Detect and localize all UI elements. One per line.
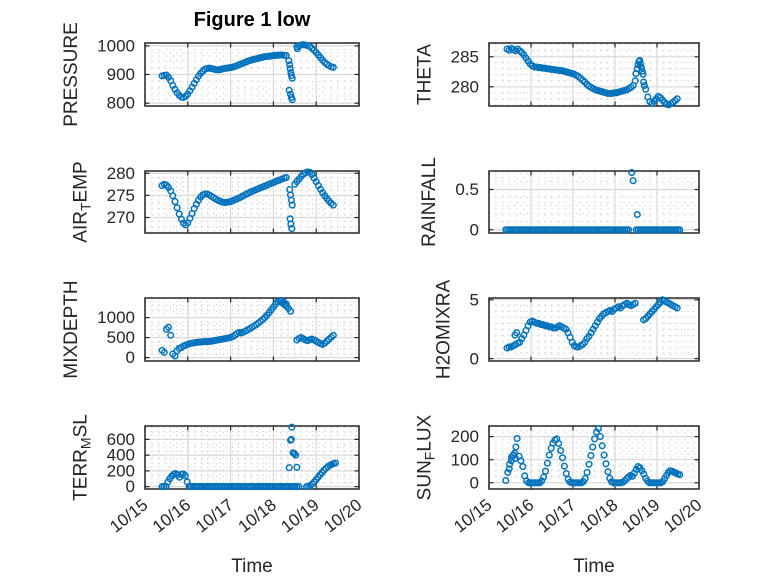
tick-marks <box>488 43 700 106</box>
y-tick-label: 900 <box>107 65 135 84</box>
y-tick-label: 500 <box>107 328 135 347</box>
y-tick-label: 0 <box>470 473 479 492</box>
y-tick-label: 280 <box>107 164 135 183</box>
y-axis-label: TERRMSL <box>71 414 94 501</box>
subplot-terr-msl: 0200400600TERRMSL10/1510/1610/1710/1810/… <box>71 414 366 536</box>
axes-box <box>144 297 360 362</box>
subplot-air-temp: 270 275 280 AIRTEMP <box>71 161 360 243</box>
y-axis-label: THETA <box>415 44 436 105</box>
chart-layer: 8009001000PRESSURE270275280AIRTEMP050010… <box>61 22 705 536</box>
scatter-series <box>158 423 340 491</box>
x-tick-label: 10/17 <box>192 495 237 536</box>
x-tick-label: 10/16 <box>149 495 194 536</box>
axes-box <box>488 42 700 107</box>
y-tick-label: 1000 <box>97 36 135 55</box>
tick-marks <box>488 426 700 489</box>
tick-marks <box>144 171 360 233</box>
scatter-series <box>502 424 684 487</box>
y-axis-label: SUNFLUX <box>415 414 438 500</box>
y-tick-label: 200 <box>107 461 135 480</box>
x-tick-label: 10/17 <box>534 495 579 536</box>
y-tick-label: 5 <box>470 290 479 309</box>
y-axis-label: AIRTEMP <box>71 161 94 242</box>
y-tick-label: 600 <box>107 430 135 449</box>
y-tick-label: 0.5 <box>455 180 479 199</box>
y-tick-label: 0 <box>470 349 479 368</box>
tick-marks <box>144 298 360 361</box>
y-tick-label: 800 <box>107 94 135 113</box>
y-axis-label: MIXDEPTH <box>61 280 82 378</box>
y-tick-label: 1000 <box>97 308 135 327</box>
minor-grid <box>489 171 699 233</box>
y-axis-label: H2OMIXRA <box>434 280 455 380</box>
axes-box <box>488 297 700 362</box>
subplot-theta: 280 285 THETA <box>415 42 700 109</box>
y-tick-label: 0 <box>470 220 479 239</box>
scatter-series <box>158 296 337 360</box>
y-tick-label: 0 <box>126 348 135 367</box>
x-tick-label: 10/19 <box>277 495 322 536</box>
subplot-sun-flux: 0 100 200 SUNFLUX 10/1510/1610/1710/1810/191… <box>415 414 706 536</box>
x-tick-label: 10/15 <box>106 495 151 536</box>
y-tick-label: 275 <box>107 186 135 205</box>
tick-marks <box>488 298 700 361</box>
x-axis-label-left: Time <box>231 556 273 577</box>
scatter-series <box>158 168 337 233</box>
x-axis-label-right: Time <box>573 556 615 577</box>
figure-title: Figure 1 low <box>194 9 311 31</box>
y-tick-label: 200 <box>451 427 479 446</box>
x-tick-label: 10/16 <box>492 495 537 536</box>
x-tick-label: 10/18 <box>235 495 280 536</box>
subplot-h2omixra: 0 5 H2OMIXRA <box>434 280 700 380</box>
y-tick-label: 100 <box>451 450 479 469</box>
x-tick-label: 10/19 <box>618 495 663 536</box>
x-tick-label: 10/20 <box>660 495 705 536</box>
scatter-series <box>503 296 681 352</box>
y-axis-label: RAINFALL <box>419 157 440 247</box>
x-tick-label: 10/18 <box>576 495 621 536</box>
axes-box <box>488 425 700 490</box>
scatter-series <box>502 169 684 234</box>
scatter-series <box>503 44 681 109</box>
x-tick-label: 10/20 <box>320 495 365 536</box>
minor-grid <box>489 298 699 361</box>
axes-box <box>144 170 360 234</box>
tick-marks <box>144 43 360 106</box>
y-tick-label: 0 <box>126 477 135 496</box>
y-tick-label: 270 <box>107 208 135 227</box>
x-tick-label: 10/15 <box>450 495 495 536</box>
minor-grid <box>489 43 699 106</box>
y-tick-label: 400 <box>107 446 135 465</box>
y-tick-label: 280 <box>451 77 479 96</box>
scatter-series <box>158 41 337 104</box>
y-axis-label: PRESSURE <box>61 22 82 127</box>
y-tick-label: 285 <box>451 47 479 66</box>
subplot-pressure: 800 900 1000 PRESSURE <box>61 22 360 127</box>
subplot-rainfall: 0 0.5 RAINFALL <box>419 157 700 247</box>
